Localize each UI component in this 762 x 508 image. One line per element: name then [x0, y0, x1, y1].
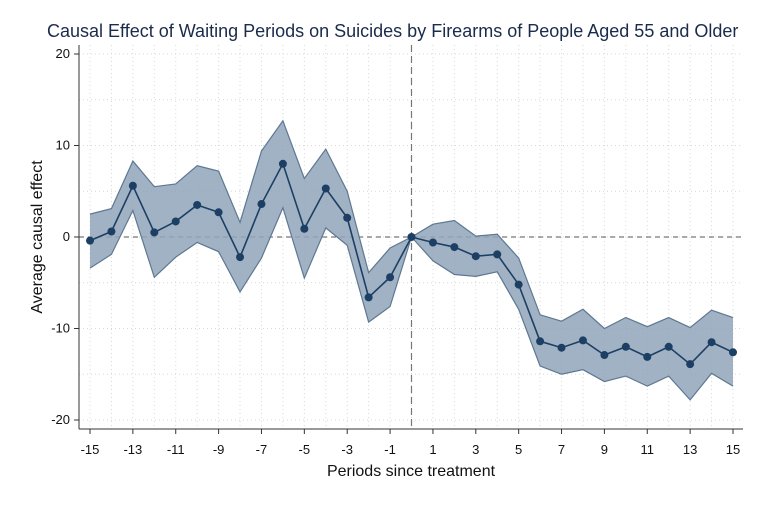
- data-point: [729, 348, 737, 357]
- x-tick-label: 5: [515, 442, 522, 457]
- x-tick-label: 13: [683, 442, 697, 457]
- chart-title: Causal Effect of Waiting Periods on Suic…: [47, 21, 738, 41]
- data-point: [171, 217, 180, 226]
- x-axis-title: Periods since treatment: [327, 463, 496, 480]
- y-tick-label: -10: [51, 321, 70, 336]
- data-point: [236, 253, 245, 262]
- data-point: [343, 213, 352, 222]
- data-point: [193, 200, 202, 209]
- x-tick-label: 3: [472, 442, 479, 457]
- data-point: [664, 342, 673, 351]
- data-point: [621, 342, 630, 351]
- x-tick-label: -11: [167, 442, 185, 457]
- x-tick-label: 1: [429, 442, 436, 457]
- data-point: [278, 159, 287, 168]
- x-tick-label: -9: [213, 442, 225, 457]
- data-point: [514, 280, 523, 289]
- data-point: [214, 208, 223, 217]
- data-point: [600, 351, 609, 360]
- data-point: [428, 238, 437, 247]
- y-axis-ticks: 20 10 0 -10 -20: [51, 46, 79, 427]
- data-point: [150, 228, 159, 237]
- ci-band-area: [90, 120, 733, 400]
- data-points: [86, 159, 737, 369]
- x-tick-label: 9: [601, 442, 608, 457]
- data-point: [493, 250, 502, 259]
- data-point: [321, 184, 330, 193]
- x-tick-label: 7: [558, 442, 565, 457]
- y-tick-label: -20: [51, 412, 70, 427]
- x-tick-label: -15: [81, 442, 100, 457]
- data-point: [386, 273, 395, 282]
- data-point: [578, 336, 587, 345]
- data-point: [407, 233, 416, 241]
- data-point: [557, 343, 566, 352]
- data-point: [707, 338, 716, 347]
- x-tick-label: 11: [641, 442, 655, 457]
- data-point: [536, 337, 545, 346]
- data-point: [300, 224, 309, 233]
- data-point: [107, 227, 116, 236]
- x-tick-label: -3: [341, 442, 353, 457]
- x-tick-label: 15: [726, 442, 740, 457]
- data-point: [686, 360, 695, 369]
- data-point: [257, 200, 266, 209]
- x-tick-label: -13: [123, 442, 142, 457]
- data-point: [128, 181, 137, 190]
- x-tick-label: -1: [384, 442, 396, 457]
- data-point: [450, 243, 459, 252]
- y-tick-label: 0: [63, 229, 70, 244]
- x-axis-ticks: -15 -13 -11 -9 -7 -5 -3 -1 1 3 5 7 9 11 13 15: [81, 429, 740, 457]
- y-tick-label: 20: [56, 46, 70, 61]
- data-point: [364, 293, 373, 302]
- data-point: [471, 252, 480, 261]
- data-point: [643, 352, 652, 361]
- y-tick-label: 10: [56, 138, 70, 153]
- x-tick-label: -7: [256, 442, 268, 457]
- x-tick-label: -5: [299, 442, 311, 457]
- data-point: [86, 236, 94, 245]
- y-axis-title: Average causal effect: [29, 160, 46, 314]
